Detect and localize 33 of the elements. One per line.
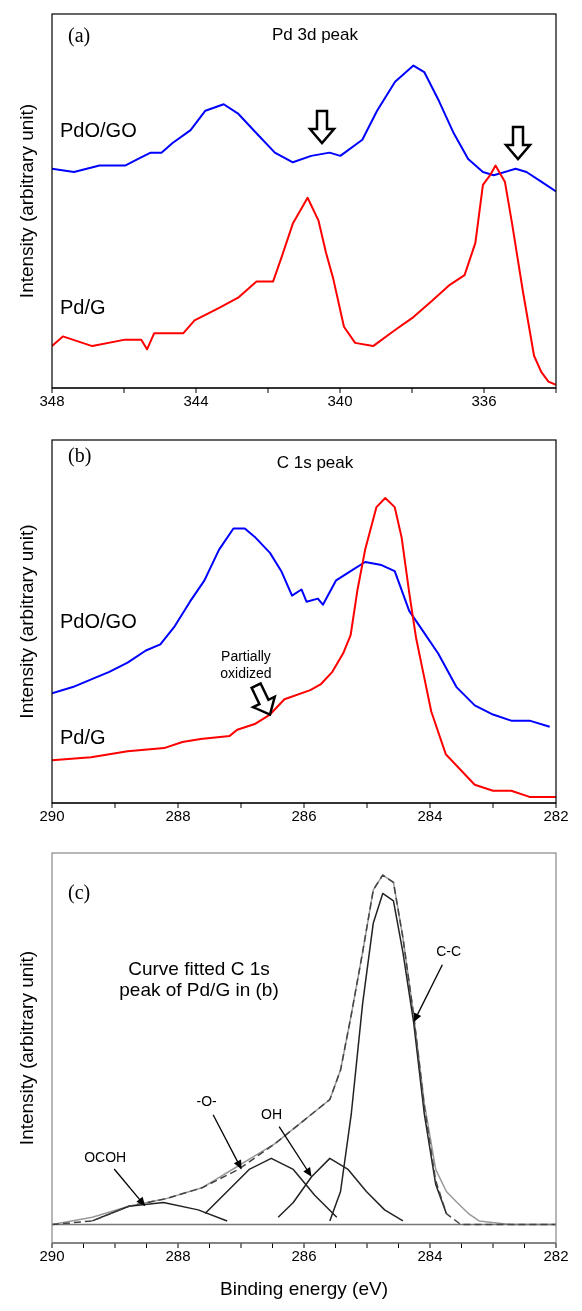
text: (a) — [68, 23, 91, 47]
x-tick-label: 288 — [165, 806, 191, 824]
x-tick-label: 290 — [39, 806, 65, 824]
annotation: Partially oxidized — [219, 647, 273, 683]
x-tick-label: 282 — [543, 1246, 569, 1264]
x-tick-label: 288 — [165, 1246, 191, 1264]
chart-title: Pd 3d peak — [271, 24, 359, 45]
chart-title: C 1s peak — [275, 452, 355, 473]
text: (b) — [68, 443, 92, 467]
x-tick-label: 286 — [291, 1246, 317, 1264]
x-tick-label: 348 — [39, 391, 65, 409]
x-tick-label: 284 — [417, 1246, 443, 1264]
y-axis-title: Intensity (arbitrary unit) — [16, 524, 38, 719]
x-tick-label: 340 — [327, 391, 353, 409]
x-axis-title: Binding energy (eV) — [220, 1278, 388, 1299]
y-axis-title: Intensity (arbitrary unit) — [16, 103, 38, 299]
x-tick-label: 336 — [471, 391, 497, 409]
annotation: C-C — [435, 943, 463, 961]
x-tick-label: 284 — [417, 806, 443, 824]
series-label: PdO/GO — [60, 119, 137, 142]
x-tick-label: 282 — [543, 806, 569, 824]
annotation: OCOH — [83, 1149, 128, 1167]
annotation: OH — [260, 1106, 284, 1124]
annotation: (c) — [68, 880, 91, 904]
series-label: Pd/G — [60, 725, 106, 748]
text: Curve fitted C 1s peak of Pd/G in (b) — [118, 958, 280, 1001]
x-tick-label: 290 — [39, 1246, 65, 1264]
series-label: PdO/GO — [60, 610, 137, 633]
x-tick-label: 286 — [291, 806, 317, 824]
series-label: Pd/G — [60, 296, 106, 319]
y-axis-title: Intensity (arbitrary unit) — [16, 950, 38, 1146]
annotation: -O- — [195, 1093, 218, 1112]
x-tick-label: 344 — [183, 391, 209, 409]
